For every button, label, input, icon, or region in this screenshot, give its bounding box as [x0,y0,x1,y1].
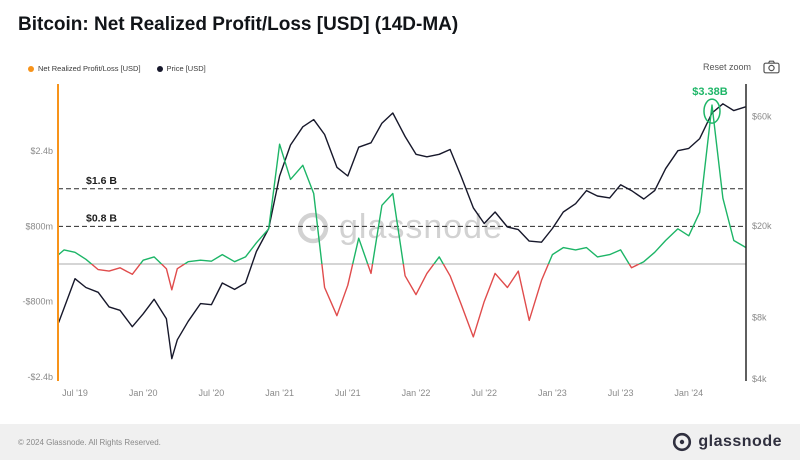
brand-text: glassnode [698,433,782,450]
x-axis-tick: Jan '22 [402,388,431,398]
reference-line-label: $0.8 B [86,212,117,224]
legend-item-price[interactable]: Price [USD] [156,64,206,73]
copyright-text: © 2024 Glassnode. All Rights Reserved. [18,437,161,447]
glassnode-brand[interactable]: glassnode [672,432,782,452]
footer: © 2024 Glassnode. All Rights Reserved. g… [0,424,800,460]
nrpl-line-positive [58,104,746,264]
nrpl-line-negative [90,264,641,338]
nrpl-legend-dot-icon [28,65,34,72]
reset-zoom-button[interactable]: Reset zoom [702,62,751,72]
legend-item-nrpl[interactable]: Net Realized Profit/Loss [USD] [28,64,141,73]
right-axis-tick: $20k [752,221,772,231]
x-axis-tick: Jul '23 [608,388,634,398]
x-axis-tick: Jan '24 [674,388,703,398]
x-axis-tick: Jan '21 [265,388,294,398]
x-axis-tick: Jul '22 [471,388,497,398]
left-axis-tick: $800m [25,221,53,231]
watermark-text: glassnode [338,208,504,246]
camera-icon[interactable] [763,60,780,74]
peak-annotation-label: $3.38B [692,86,728,98]
left-axis-tick: -$800m [22,297,53,307]
price-legend-dot-icon [156,65,163,72]
x-axis-tick: Jan '20 [129,388,158,398]
legend-label-price: Price [USD] [166,64,206,73]
left-axis-tick: $2.4b [30,146,53,156]
right-axis-tick: $60k [752,111,772,121]
peak-annotation-circle [703,98,721,124]
price-line [57,103,747,360]
reference-line-label: $1.6 B [86,175,117,187]
x-axis-tick: Jul '20 [199,388,225,398]
chart-controls: Reset zoom [703,60,780,74]
page-title: Bitcoin: Net Realized Profit/Loss [USD] … [18,14,459,35]
left-axis-tick: -$2.4b [27,372,53,382]
chart-legend: Net Realized Profit/Loss [USD] Price [US… [28,64,206,73]
watermark: glassnode [297,208,503,247]
chart-canvas[interactable]: $1.6 B $0.8 B $2.4b $800m -$800m -$2.4b $60k $2… [0,76,800,422]
legend-label-nrpl: Net Realized Profit/Loss [USD] [38,64,141,73]
right-axis-tick: $8k [752,313,767,323]
x-axis-tick: Jul '19 [62,388,88,398]
glassnode-logo-icon [673,432,692,452]
x-axis-tick: Jan '23 [538,388,567,398]
x-axis-tick: Jul '21 [335,388,361,398]
right-axis-tick: $4k [752,374,767,384]
